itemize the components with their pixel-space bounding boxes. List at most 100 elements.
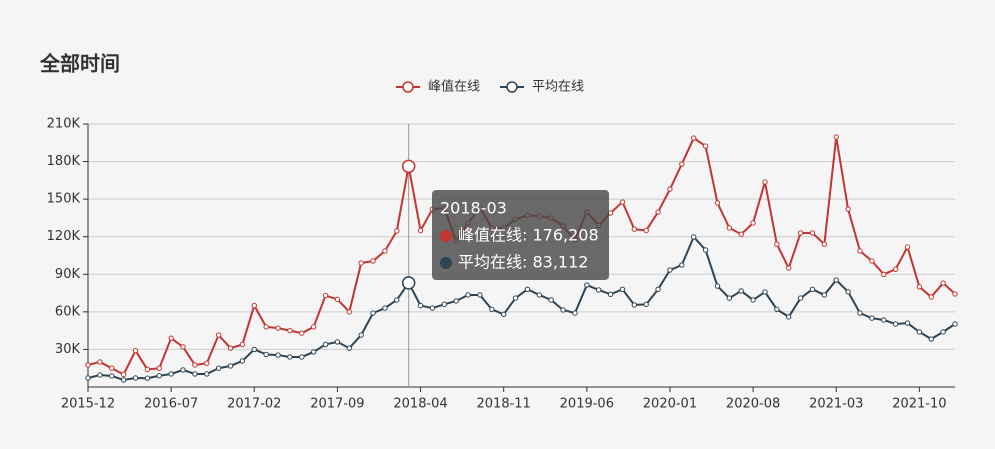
data-point [821,241,828,247]
data-point [239,358,246,364]
data-point [595,287,602,293]
data-point [643,227,649,234]
y-tick-label: 60K [55,304,81,319]
data-point [382,248,388,254]
y-tick-label: 150K [47,192,81,207]
data-point [429,305,436,311]
data-point [97,372,103,378]
data-point [572,310,578,316]
data-point [310,324,317,330]
data-point [334,339,341,345]
data-point [821,292,828,298]
data-point [869,315,875,321]
x-tick-label: 2018-04 [393,397,447,412]
data-point [952,291,958,297]
data-point [358,332,364,338]
data-point [192,371,198,377]
data-point [346,345,352,351]
data-point [702,143,709,149]
data-point [691,234,697,240]
data-point [275,325,281,331]
data-point [786,265,792,271]
data-point [679,262,685,268]
data-point [928,294,934,300]
data-point [797,295,804,301]
tooltip-box [432,190,609,280]
chart-title: 全部时间 [39,52,120,76]
data-point [928,336,934,342]
y-tick-label: 120K [47,229,81,244]
data-point [322,292,329,299]
data-point [251,346,257,353]
data-point [869,258,875,264]
data-point [263,351,269,358]
legend-label: 平均在线 [532,80,584,95]
data-point [904,320,911,326]
data-point [239,341,246,348]
data-point [809,230,816,236]
data-point [370,258,376,264]
data-point [334,296,341,303]
data-point [809,286,816,293]
x-tick-label: 2021-03 [809,397,863,412]
x-tick-label: 2020-08 [726,397,780,412]
data-point [144,366,151,373]
data-point [156,365,162,371]
data-point [204,360,210,366]
x-tick-label: 2020-01 [643,397,697,412]
legend-icon [506,81,518,93]
data-point [500,311,507,318]
tooltip-line: 峰值在线: 176,208 [458,226,599,245]
data-point [857,248,863,254]
x-tick-label: 2017-09 [310,397,364,412]
data-point [251,302,257,309]
legend: 峰值在线 平均在线 [396,79,584,95]
data-point [394,297,400,303]
data-point [762,179,768,185]
data-point [215,332,222,338]
data-point [227,345,234,351]
data-point [287,354,293,360]
x-tick-label: 2016-07 [144,397,198,412]
data-point [453,298,459,304]
data-point [750,220,756,226]
data-point [441,301,448,308]
data-point [310,349,317,355]
data-point [726,295,733,301]
data-point [619,286,626,293]
tooltip-dot [440,257,452,269]
data-point [275,352,281,358]
data-point [192,362,198,368]
data-point [774,306,780,313]
data-point [857,310,863,316]
data-point [833,277,839,283]
legend-icon [402,81,414,93]
data-point [299,330,305,336]
data-point [833,134,839,140]
data-point [489,306,495,313]
data-point [401,159,416,174]
data-point [679,161,685,167]
data-point [726,225,733,231]
data-point [916,329,923,335]
data-point [263,324,269,330]
data-point [401,276,416,290]
data-point [215,365,222,371]
x-tick-label: 2018-11 [477,397,531,412]
data-point [180,344,186,350]
data-point [904,244,911,250]
data-point [524,286,531,293]
data-point [417,302,424,309]
data-point [845,206,851,212]
data-point [109,373,115,379]
data-point [584,282,590,288]
data-point [881,317,887,323]
data-point [691,135,697,141]
tooltip: 2018-03 峰值在线: 176,208 平均在线: 83,112 [432,190,609,280]
data-point [132,375,139,381]
y-tick-label: 180K [47,154,81,169]
data-point [667,267,673,273]
data-point [168,371,174,377]
data-point [892,266,899,272]
